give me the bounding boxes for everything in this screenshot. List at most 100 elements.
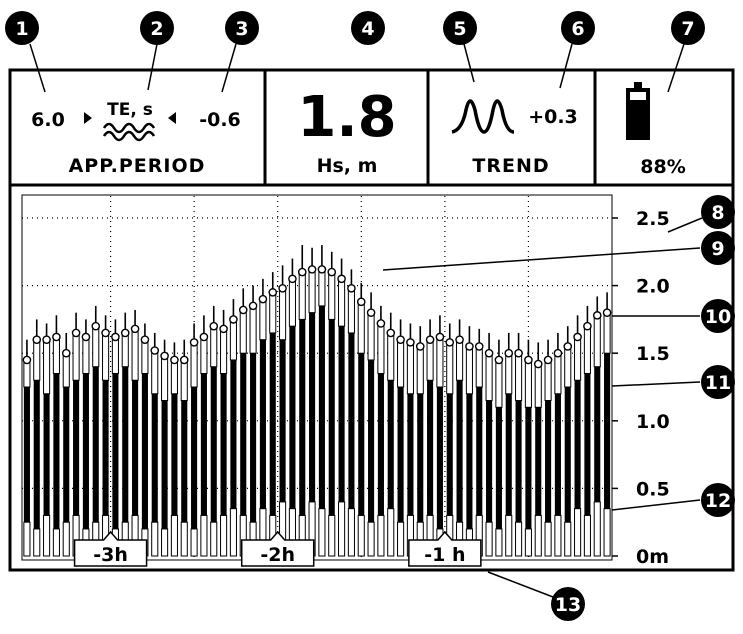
min-segment	[485, 521, 493, 557]
hs-segment	[200, 336, 208, 374]
mean-bar	[495, 407, 502, 529]
min-segment	[151, 521, 159, 557]
mean-bar	[446, 393, 453, 516]
min-segment	[583, 514, 591, 557]
hs-segment	[515, 352, 523, 402]
mean-bar	[387, 380, 394, 509]
mean-bar	[122, 366, 129, 523]
period-title: APP.PERIOD	[69, 155, 206, 177]
callout-number: 3	[235, 18, 248, 40]
mean-bar	[397, 387, 404, 523]
mean-bar	[240, 353, 247, 516]
hs-segment	[308, 268, 316, 314]
mean-bar	[53, 373, 60, 529]
hs-marker	[553, 348, 563, 358]
hs-segment	[151, 349, 159, 395]
callout-badge	[671, 11, 705, 45]
mean-bar	[368, 359, 375, 523]
period-low: 6.0	[31, 109, 65, 131]
hs-segment	[62, 352, 70, 388]
hs-marker	[61, 348, 71, 358]
min-segment	[387, 508, 395, 557]
hs-segment	[347, 287, 355, 334]
time-marker	[408, 530, 482, 567]
mean-bar	[141, 373, 148, 529]
hs-segment	[180, 359, 188, 402]
hs-marker	[366, 308, 376, 317]
hs-marker	[32, 335, 42, 344]
leader-lines	[29, 43, 703, 598]
hs-marker	[406, 338, 415, 347]
y-tick-label: 2.0	[636, 276, 670, 298]
min-segment	[52, 528, 60, 557]
hs-marker	[170, 355, 179, 365]
mean-bar	[535, 407, 542, 516]
mean-bar	[112, 373, 119, 529]
mean-bar	[486, 400, 493, 523]
hs-marker	[337, 274, 346, 284]
hs-segment	[298, 271, 306, 320]
mean-bar	[348, 332, 355, 509]
hs-marker	[455, 335, 464, 344]
mean-bar	[299, 319, 306, 516]
hs-segment	[446, 341, 454, 395]
hs-marker	[81, 332, 91, 342]
mean-bar	[456, 380, 463, 523]
min-segment	[603, 508, 611, 557]
hs-segment	[456, 339, 464, 381]
plot-frame	[21, 194, 613, 561]
min-segment	[495, 528, 503, 557]
hs-marker	[445, 338, 455, 347]
hs-segment	[564, 345, 572, 388]
min-segment	[190, 528, 198, 557]
callout-number: 8	[711, 202, 724, 224]
hs-segment	[269, 291, 277, 334]
hs-marker	[52, 332, 61, 342]
callout-badge	[351, 11, 385, 45]
mean-bar	[466, 393, 473, 529]
hs-segment	[603, 312, 611, 354]
callout-number: 9	[711, 238, 724, 260]
hs-marker	[268, 288, 278, 297]
hs-marker	[160, 351, 169, 361]
hs-marker	[140, 335, 150, 344]
hs-segment	[554, 352, 562, 395]
mean-bar	[161, 400, 168, 529]
min-segment	[534, 514, 542, 557]
callout-badge	[140, 11, 174, 45]
mean-bar	[279, 339, 286, 502]
hs-segment	[387, 332, 395, 381]
hs-marker	[396, 335, 405, 344]
callout-number: 11	[705, 372, 731, 394]
callout-number: 13	[555, 594, 581, 616]
hs-segment	[574, 336, 582, 381]
min-segment	[515, 521, 523, 557]
mean-bar	[250, 353, 257, 523]
callout-badge	[701, 483, 735, 517]
y-tick-label: 1.0	[636, 411, 670, 433]
mean-bar	[604, 353, 611, 509]
mean-bar	[269, 332, 276, 516]
hs-segment	[485, 352, 493, 402]
wave-icon	[102, 122, 156, 142]
y-tick-label: 0m	[636, 546, 669, 568]
hs-segment	[239, 309, 247, 354]
hs-marker	[474, 342, 484, 351]
time-label: -2h	[260, 544, 295, 566]
hs-segment	[121, 332, 129, 368]
hs-segment	[367, 312, 375, 361]
hs-segment	[338, 278, 346, 327]
min-segment	[318, 508, 326, 557]
min-segment	[33, 528, 41, 557]
callout-badge	[551, 587, 585, 621]
hs-marker	[465, 342, 474, 351]
mean-bar	[476, 387, 483, 516]
mean-bar	[230, 359, 237, 509]
mean-bar	[417, 393, 424, 523]
min-segment	[161, 528, 169, 557]
mean-bar	[220, 373, 227, 516]
hs-marker	[327, 267, 337, 277]
hs-segment	[92, 325, 100, 368]
callout-number: 4	[361, 18, 374, 40]
